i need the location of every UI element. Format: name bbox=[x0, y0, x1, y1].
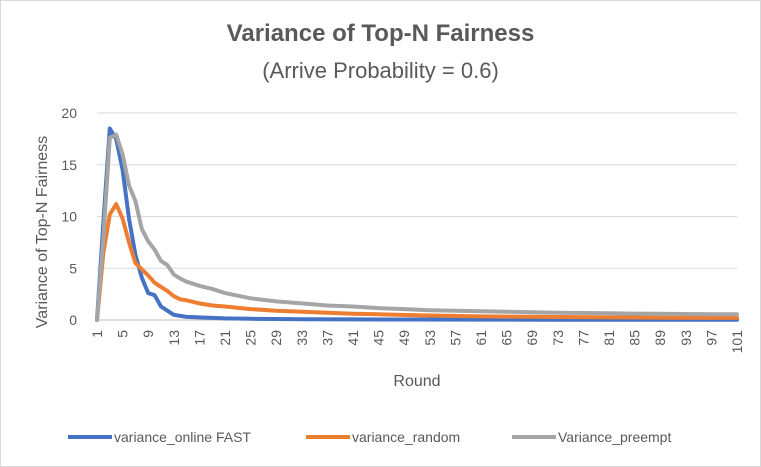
y-tick-label: 10 bbox=[61, 209, 77, 225]
x-axis-title: Round bbox=[393, 373, 440, 390]
y-tick-label: 0 bbox=[69, 312, 77, 328]
x-tick-label: 49 bbox=[396, 330, 412, 346]
y-tick-label: 20 bbox=[61, 105, 77, 121]
x-tick-label: 5 bbox=[115, 330, 131, 338]
x-tick-label: 89 bbox=[652, 330, 668, 346]
x-tick-label: 53 bbox=[422, 330, 438, 346]
x-tick-label: 25 bbox=[243, 330, 259, 346]
x-tick-label: 21 bbox=[217, 330, 233, 346]
x-tick-label: 37 bbox=[319, 330, 335, 346]
legend-label-2: variance_random bbox=[352, 429, 460, 445]
legend-label-3: Variance_preempt bbox=[558, 429, 671, 445]
x-tick-label: 1 bbox=[89, 330, 105, 338]
y-tick-labels: 0 5 10 15 20 bbox=[61, 105, 77, 328]
chart-title: Variance of Top-N Fairness bbox=[226, 20, 535, 47]
y-tick-label: 5 bbox=[69, 260, 77, 276]
legend: variance_online FAST variance_random Varia… bbox=[68, 429, 671, 445]
x-tick-label: 57 bbox=[447, 330, 463, 346]
x-tick-label: 101 bbox=[729, 330, 745, 354]
x-tick-label: 93 bbox=[678, 330, 694, 346]
x-tick-labels: 1 5 9 13 17 21 25 29 33 37 41 45 49 53 57 61 65 69 73 77 81 8… bbox=[89, 330, 745, 354]
x-tick-label: 29 bbox=[268, 330, 284, 346]
x-tick-label: 77 bbox=[575, 330, 591, 346]
y-axis-title: Variance of Top-N Fairness bbox=[34, 136, 51, 328]
x-tick-label: 81 bbox=[601, 330, 617, 346]
series-line-3 bbox=[95, 132, 739, 322]
x-tick-label: 13 bbox=[166, 330, 182, 346]
series-lines bbox=[95, 126, 739, 322]
y-tick-label: 15 bbox=[61, 157, 77, 173]
x-tick-label: 33 bbox=[294, 330, 310, 346]
x-tick-label: 17 bbox=[191, 330, 207, 346]
x-tick-label: 97 bbox=[703, 330, 719, 346]
x-tick-label: 41 bbox=[345, 330, 361, 346]
series-line-1 bbox=[95, 126, 739, 322]
x-tick-label: 73 bbox=[550, 330, 566, 346]
x-tick-label: 61 bbox=[473, 330, 489, 346]
legend-label-1: variance_online FAST bbox=[114, 429, 251, 445]
x-tick-label: 69 bbox=[524, 330, 540, 346]
chart-subtitle: (Arrive Probability = 0.6) bbox=[262, 58, 499, 83]
x-tick-label: 9 bbox=[140, 330, 156, 338]
x-tick-label: 85 bbox=[627, 330, 643, 346]
x-tick-label: 65 bbox=[499, 330, 515, 346]
series-line-2 bbox=[95, 202, 739, 322]
grid-lines bbox=[97, 112, 737, 321]
x-tick-label: 45 bbox=[371, 330, 387, 346]
